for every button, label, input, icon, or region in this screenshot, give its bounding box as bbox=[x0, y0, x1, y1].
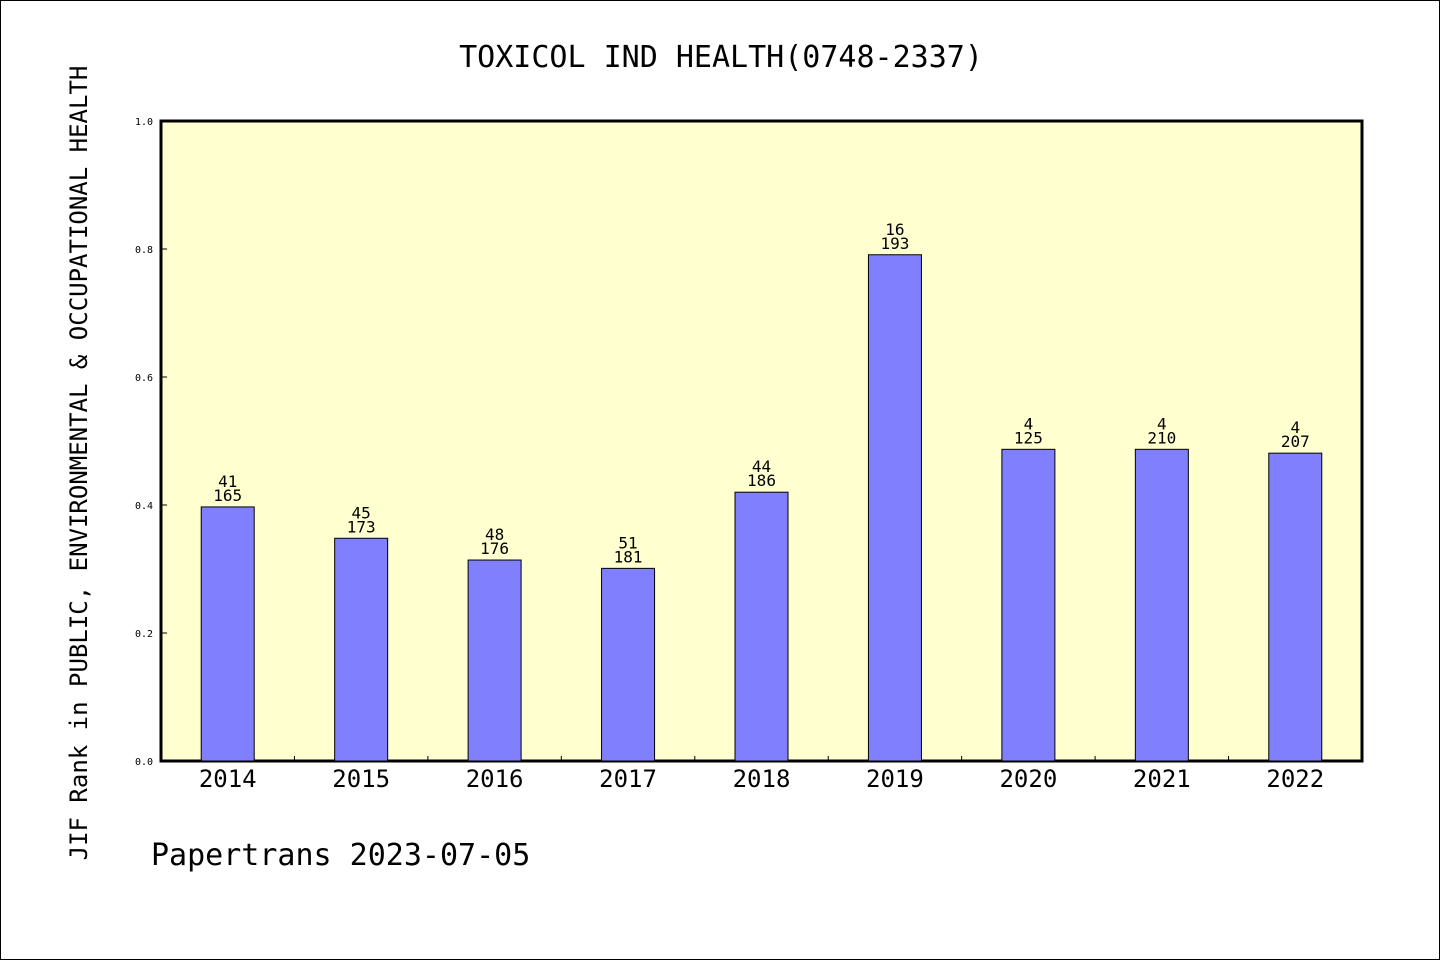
y-tick-label: 0.0 bbox=[135, 757, 153, 768]
bar-2022 bbox=[1268, 452, 1323, 762]
bar-rank-label: 44 bbox=[752, 457, 771, 476]
bar-rank-label: 4 bbox=[1157, 414, 1167, 433]
chart-title: TOXICOL IND HEALTH(0748-2337) bbox=[459, 40, 983, 75]
bar-2021 bbox=[1134, 448, 1189, 762]
footer-credit: Papertrans 2023-07-05 bbox=[151, 838, 530, 873]
bar-total-label: 207 bbox=[1281, 432, 1310, 451]
bar-rank-label: 41 bbox=[218, 472, 237, 491]
bar-2018 bbox=[734, 491, 789, 762]
x-tick-label: 2018 bbox=[733, 765, 791, 793]
bar-2016 bbox=[467, 559, 522, 762]
bar-rank-label: 45 bbox=[352, 503, 371, 522]
y-tick-label: 0.8 bbox=[135, 245, 153, 256]
x-tick-label: 2016 bbox=[466, 765, 524, 793]
bar-total-label: 176 bbox=[480, 539, 509, 558]
bar-total-label: 125 bbox=[1014, 428, 1043, 447]
x-tick-label: 2014 bbox=[199, 765, 257, 793]
bar-total-label: 193 bbox=[880, 234, 909, 253]
y-tick-label: 0.4 bbox=[135, 501, 153, 512]
bar-rank-label: 51 bbox=[618, 533, 637, 552]
bar-rank-label: 4 bbox=[1290, 418, 1300, 437]
y-tick-label: 0.2 bbox=[135, 629, 153, 640]
x-tick-label: 2020 bbox=[999, 765, 1057, 793]
bar-2015 bbox=[334, 537, 389, 762]
bar-2017 bbox=[601, 567, 656, 762]
bar-2020 bbox=[1001, 448, 1056, 762]
y-tick-label: 1.0 bbox=[135, 117, 153, 128]
bar-rank-label: 48 bbox=[485, 525, 504, 544]
x-tick-label: 2015 bbox=[332, 765, 390, 793]
bar-total-label: 181 bbox=[614, 547, 643, 566]
y-axis-label: JIF Rank in PUBLIC, ENVIRONMENTAL & OCCU… bbox=[65, 66, 93, 861]
bar-total-label: 210 bbox=[1147, 428, 1176, 447]
bar-total-label: 186 bbox=[747, 471, 776, 490]
x-tick-label: 2019 bbox=[866, 765, 924, 793]
y-tick-label: 0.6 bbox=[135, 373, 153, 384]
bar-rank-label: 16 bbox=[885, 220, 904, 239]
x-tick-label: 2022 bbox=[1266, 765, 1324, 793]
x-tick-label: 2021 bbox=[1133, 765, 1191, 793]
bar-2014 bbox=[200, 506, 255, 762]
bar-2019 bbox=[867, 254, 922, 762]
bar-total-label: 173 bbox=[347, 517, 376, 536]
bar-total-label: 165 bbox=[213, 486, 242, 505]
x-tick-label: 2017 bbox=[599, 765, 657, 793]
bar-rank-label: 4 bbox=[1024, 414, 1034, 433]
